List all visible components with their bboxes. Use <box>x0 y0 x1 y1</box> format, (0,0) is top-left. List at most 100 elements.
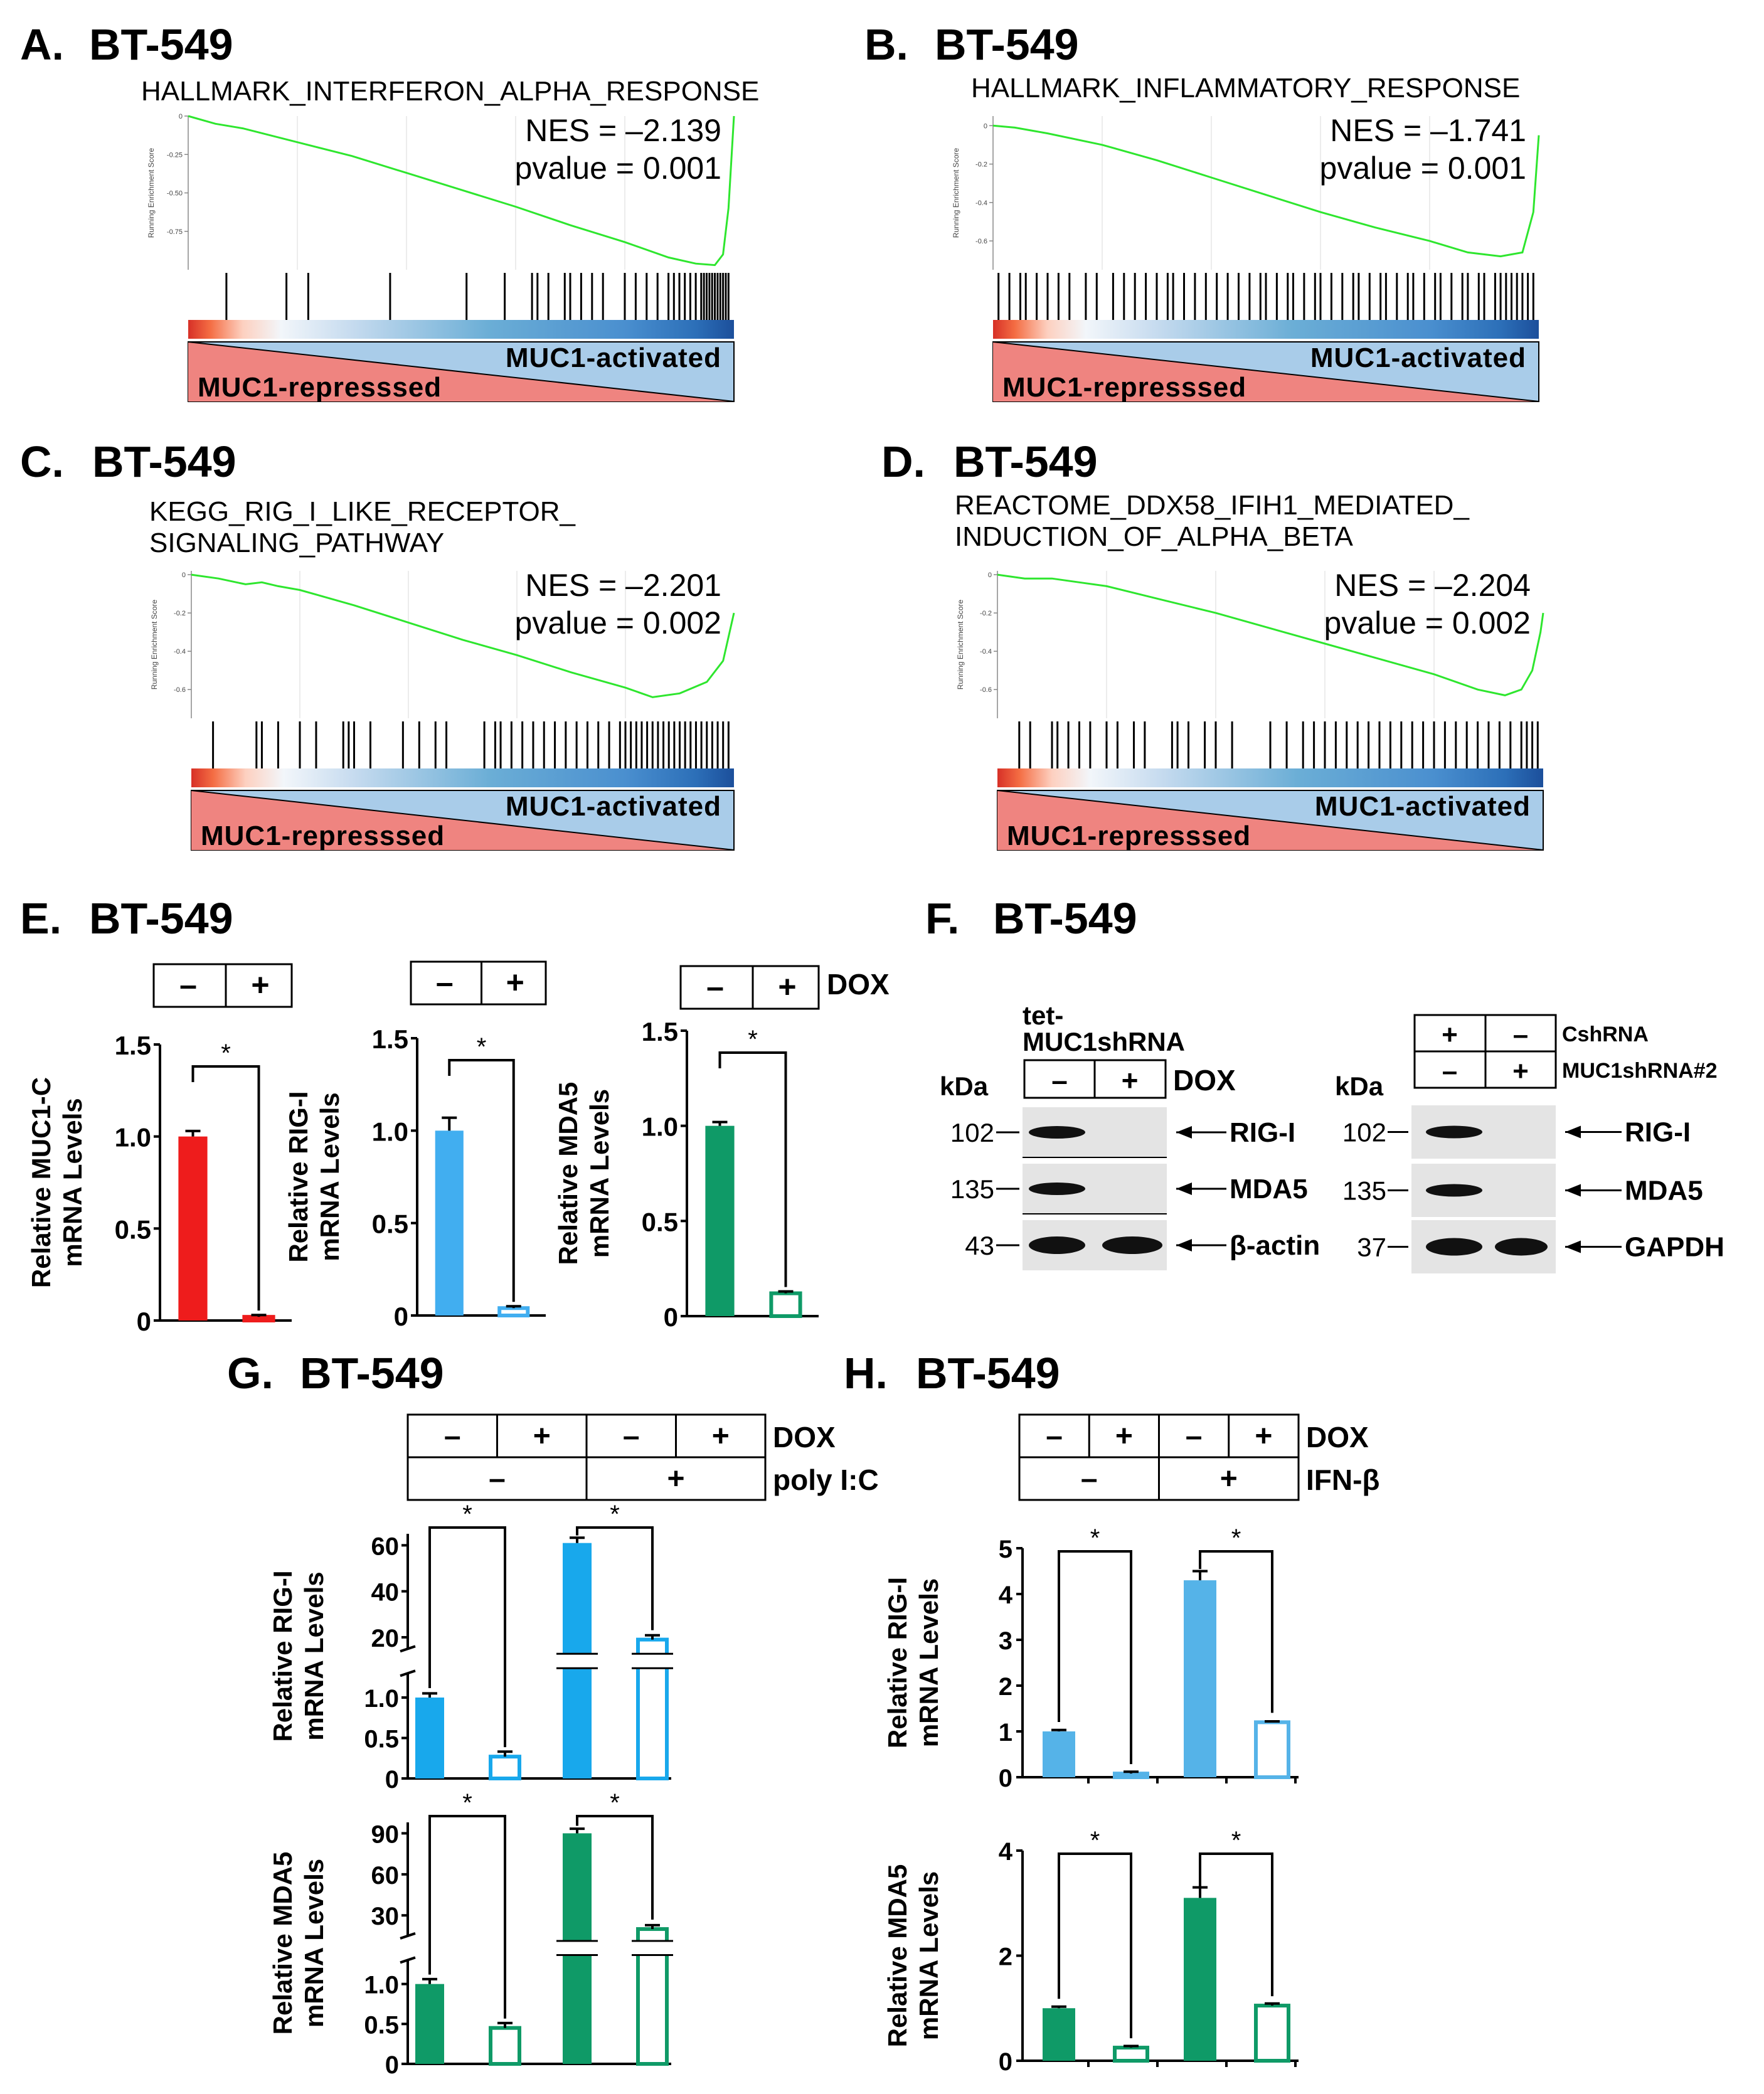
bar-H1-treatment-state: – <box>1081 1462 1098 1496</box>
blot-left-mw: 43 <box>965 1231 994 1260</box>
bar-H2-ytick-label: 4 <box>999 1838 1013 1866</box>
western-blot-left: tet- MUC1shRNA kDa – + DOX <box>940 1001 1236 1101</box>
blot-right-muc1shrna-lane2: + <box>1512 1056 1529 1087</box>
bar-E2-ytick-label: 0 <box>394 1302 408 1331</box>
blot-right-muc1shrna-label: MUC1shRNA#2 <box>1562 1059 1718 1083</box>
blot-left-protein: β-actin <box>1230 1230 1320 1261</box>
panel-C-letter: C. <box>20 437 64 486</box>
gsea-B-ytick-label: -0.6 <box>975 238 987 245</box>
blot-left-dox-minus: – <box>1051 1064 1068 1097</box>
blot-right-cshrna-lane1: + <box>1442 1019 1458 1050</box>
gsea-C-nes: NES = –2.201 <box>525 568 721 603</box>
western-blot-right: + – – + CshRNA MUC1shRNA#2 kDa <box>1335 1014 1718 1101</box>
gsea-D-gene-set-line2: INDUCTION_OF_ALPHA_BETA <box>955 521 1354 552</box>
bar-G1-ytick-label: 0.5 <box>364 1726 399 1753</box>
bar-E2-ytick-label: 1.5 <box>372 1024 408 1054</box>
bar-E2-ytick-label: 1.0 <box>372 1117 408 1146</box>
bar-E2-header-box <box>410 960 547 1006</box>
gsea-D-enrichment-curve <box>997 573 1544 696</box>
bar-G1-ylabel-line2: mRNA Levels <box>299 1571 329 1740</box>
bar-G1-ytick-label: 1.0 <box>364 1685 399 1713</box>
bar-G2-ytick-label: 30 <box>371 1903 400 1930</box>
blot-right-arrowhead <box>1565 1184 1581 1197</box>
gsea-A-ytick-label: -0.25 <box>167 151 183 159</box>
bar-E1-ylabel-line1: Relative MUC1-C <box>26 1077 56 1288</box>
bar-H1-dox-state: – <box>1186 1420 1203 1453</box>
blot-left-band <box>1029 1236 1085 1254</box>
gsea-B-ytick-label: 0 <box>984 122 987 130</box>
bar-G2-significance-star: * <box>610 1789 620 1817</box>
gsea-C-ytick-label: -0.6 <box>174 686 186 694</box>
blot-right-cshrna-lane2: – <box>1513 1019 1528 1050</box>
bar-G2-bar-break <box>558 1940 597 1955</box>
bar-G1-treatment-state: + <box>667 1462 684 1496</box>
gsea-D-repressed-label: MUC1-represssed <box>1007 821 1251 851</box>
gsea-B-activated-label: MUC1-activated <box>1310 343 1526 373</box>
bar-H1-ytick-label: 4 <box>999 1581 1013 1609</box>
bar-E2-significance-star: * <box>477 1033 487 1061</box>
gsea-C-pvalue: pvalue = 0.002 <box>515 605 721 640</box>
bar-G2-significance-bracket <box>428 1815 506 2019</box>
gsea-D-ytick-label: 0 <box>988 571 992 579</box>
gsea-B-nes: NES = –1.741 <box>1330 113 1526 148</box>
bar-H2-bar <box>1043 2008 1075 2061</box>
gsea-D-wedge-diagonal <box>997 790 1544 851</box>
blot-right-band <box>1495 1238 1548 1256</box>
bar-E3-significance-bracket <box>718 1051 787 1287</box>
gsea-A-ytick-label: -0.75 <box>167 228 183 236</box>
bar-H1-ylabel-line2: mRNA Levels <box>914 1578 943 1747</box>
bar-H2-ylabel-line2: mRNA Levels <box>914 1871 943 2040</box>
gsea-C-activated-label: MUC1-activated <box>506 791 721 822</box>
blot-right-band <box>1426 1125 1482 1139</box>
bar-E1-significance-star: * <box>221 1039 231 1067</box>
bar-E2-header-state: + <box>506 965 524 1000</box>
gsea-D-nes: NES = –2.204 <box>1334 568 1531 603</box>
gsea-B-enrichment-curve <box>992 124 1540 258</box>
gsea-plot-B: HALLMARK_INFLAMMATORY_RESPONSE 0 -0.2 -0.4… <box>952 73 1540 403</box>
bar-G2-axis-break <box>400 1932 416 1940</box>
bar-G1-bar-break <box>633 1654 672 1669</box>
bar-E1-bar <box>178 1136 208 1321</box>
bar-H1-bar <box>1184 1580 1216 1777</box>
gsea-C-ytick-label: -0.4 <box>174 648 186 656</box>
blot-right-band <box>1426 1238 1482 1256</box>
blot-right-arrowhead <box>1565 1125 1581 1139</box>
bar-G1-axis-break <box>400 1645 416 1653</box>
blot-left-protein: RIG-I <box>1230 1117 1295 1148</box>
bar-H1-ytick-label: 2 <box>999 1673 1012 1701</box>
bar-H1-significance-star: * <box>1231 1524 1241 1552</box>
bar-G2-ylabel-line1: Relative MDA5 <box>268 1852 297 2035</box>
blot-left-construct-line2: MUC1shRNA <box>1023 1027 1185 1056</box>
bar-H1-significance-bracket <box>1058 1550 1132 1765</box>
gsea-C-ytick-label: 0 <box>182 571 186 579</box>
blot-left-dox-plus: + <box>1122 1064 1139 1097</box>
bar-G2-bar <box>489 2026 521 2066</box>
bar-G1-bar <box>415 1698 444 1778</box>
bar-H1-ytick-label: 5 <box>999 1536 1012 1563</box>
bar-G1-treatment-label: poly I:C <box>773 1464 879 1496</box>
gsea-C-gene-set-line2: SIGNALING_PATHWAY <box>149 528 444 558</box>
bar-G1-significance-star: * <box>462 1501 472 1528</box>
bar-H2-ytick-label: 2 <box>999 1943 1012 1971</box>
bar-H1-significance-bracket <box>1199 1550 1273 1713</box>
blot-left-protein: MDA5 <box>1230 1174 1308 1204</box>
blot-left-band <box>1029 1183 1085 1195</box>
panel-H-title: BT-549 <box>916 1349 1060 1398</box>
gsea-plot-D: REACTOME_DDX58_IFIH1_MEDIATED_ INDUCTION… <box>955 490 1544 851</box>
bar-G1-dox-state: + <box>533 1420 551 1453</box>
bar-H1-ytick-label: 0 <box>999 1765 1012 1792</box>
blot-right-arrowhead <box>1565 1240 1581 1253</box>
bar-G2-ylabel-line2: mRNA Levels <box>299 1859 329 2028</box>
gsea-C-enrichment-curve <box>191 573 735 698</box>
bar-E3-bar <box>769 1291 802 1319</box>
bar-G1-ytick-label: 40 <box>371 1579 400 1607</box>
bar-H2-significance-star: * <box>1231 1827 1241 1854</box>
bar-G1-dox-state: – <box>623 1420 640 1453</box>
blot-left-arrowhead <box>1176 1183 1192 1195</box>
bar-E2-ytick-label: 0.5 <box>372 1209 408 1239</box>
bar-G2-axis-break <box>400 1956 416 1964</box>
blot-right-protein: MDA5 <box>1625 1176 1703 1206</box>
bar-E1-header-box <box>152 963 293 1008</box>
bar-H2-bar <box>1184 1898 1216 2061</box>
panel-A-letter: A. <box>20 20 64 69</box>
